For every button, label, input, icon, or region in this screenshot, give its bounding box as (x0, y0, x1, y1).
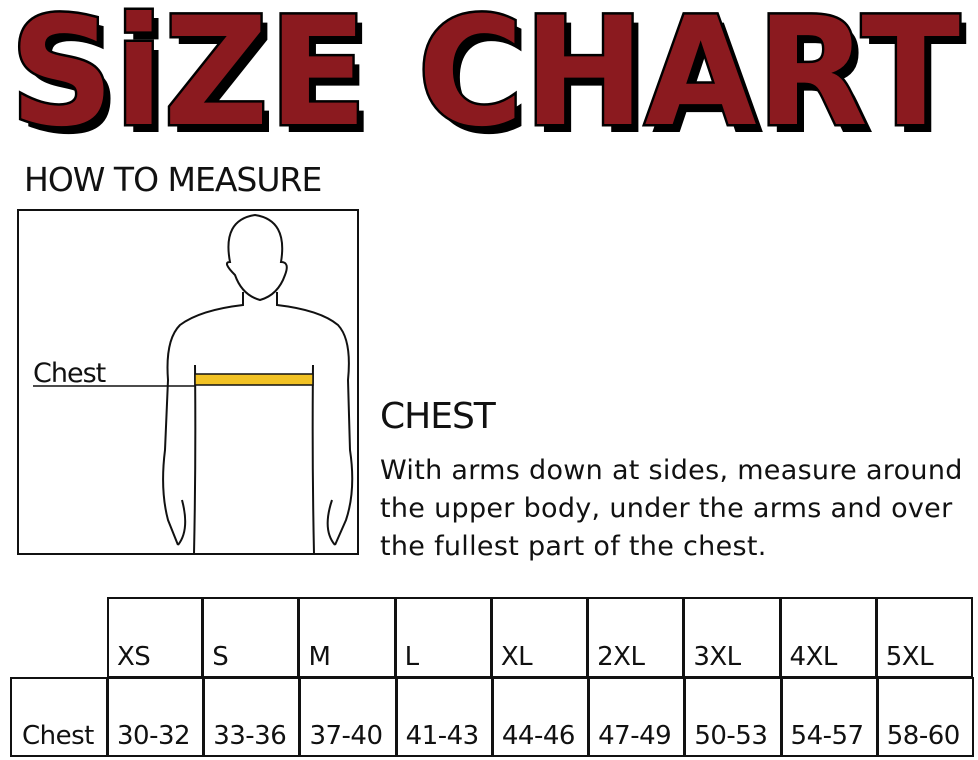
title: SiZE CHART (10, 0, 960, 150)
figure-label: Chest (33, 358, 106, 389)
section-description: With arms down at sides, measure around … (380, 455, 963, 562)
title-banner: SiZE CHART SiZE CHART (8, 0, 968, 150)
size-header: 5XL (875, 597, 973, 678)
size-header: 2XL (587, 597, 685, 678)
size-value: 47-49 (588, 677, 686, 757)
size-value: 41-43 (395, 677, 493, 757)
figure-frame (17, 209, 359, 555)
size-value: 33-36 (203, 677, 301, 757)
size-header: S (202, 597, 300, 678)
size-header: M (298, 597, 396, 678)
size-value: 44-46 (491, 677, 590, 757)
size-value: 58-60 (876, 677, 974, 757)
title-shadow: SiZE CHART (17, 0, 967, 150)
size-header: 4XL (779, 597, 877, 678)
figure: Chest (17, 209, 359, 555)
size-header: 3XL (683, 597, 781, 678)
size-header: XL (490, 597, 589, 678)
size-header: XS (107, 597, 204, 678)
body-outline (162, 213, 354, 555)
subtitle: HOW TO MEASURE (24, 160, 322, 199)
row-label: Chest (10, 677, 108, 757)
size-value: 50-53 (684, 677, 782, 757)
size-header: L (394, 597, 492, 678)
size-value: 37-40 (299, 677, 397, 757)
section-heading: CHEST (380, 396, 496, 437)
size-value: 30-32 (107, 677, 205, 757)
size-value: 54-57 (780, 677, 878, 757)
measuring-tape (194, 373, 314, 386)
